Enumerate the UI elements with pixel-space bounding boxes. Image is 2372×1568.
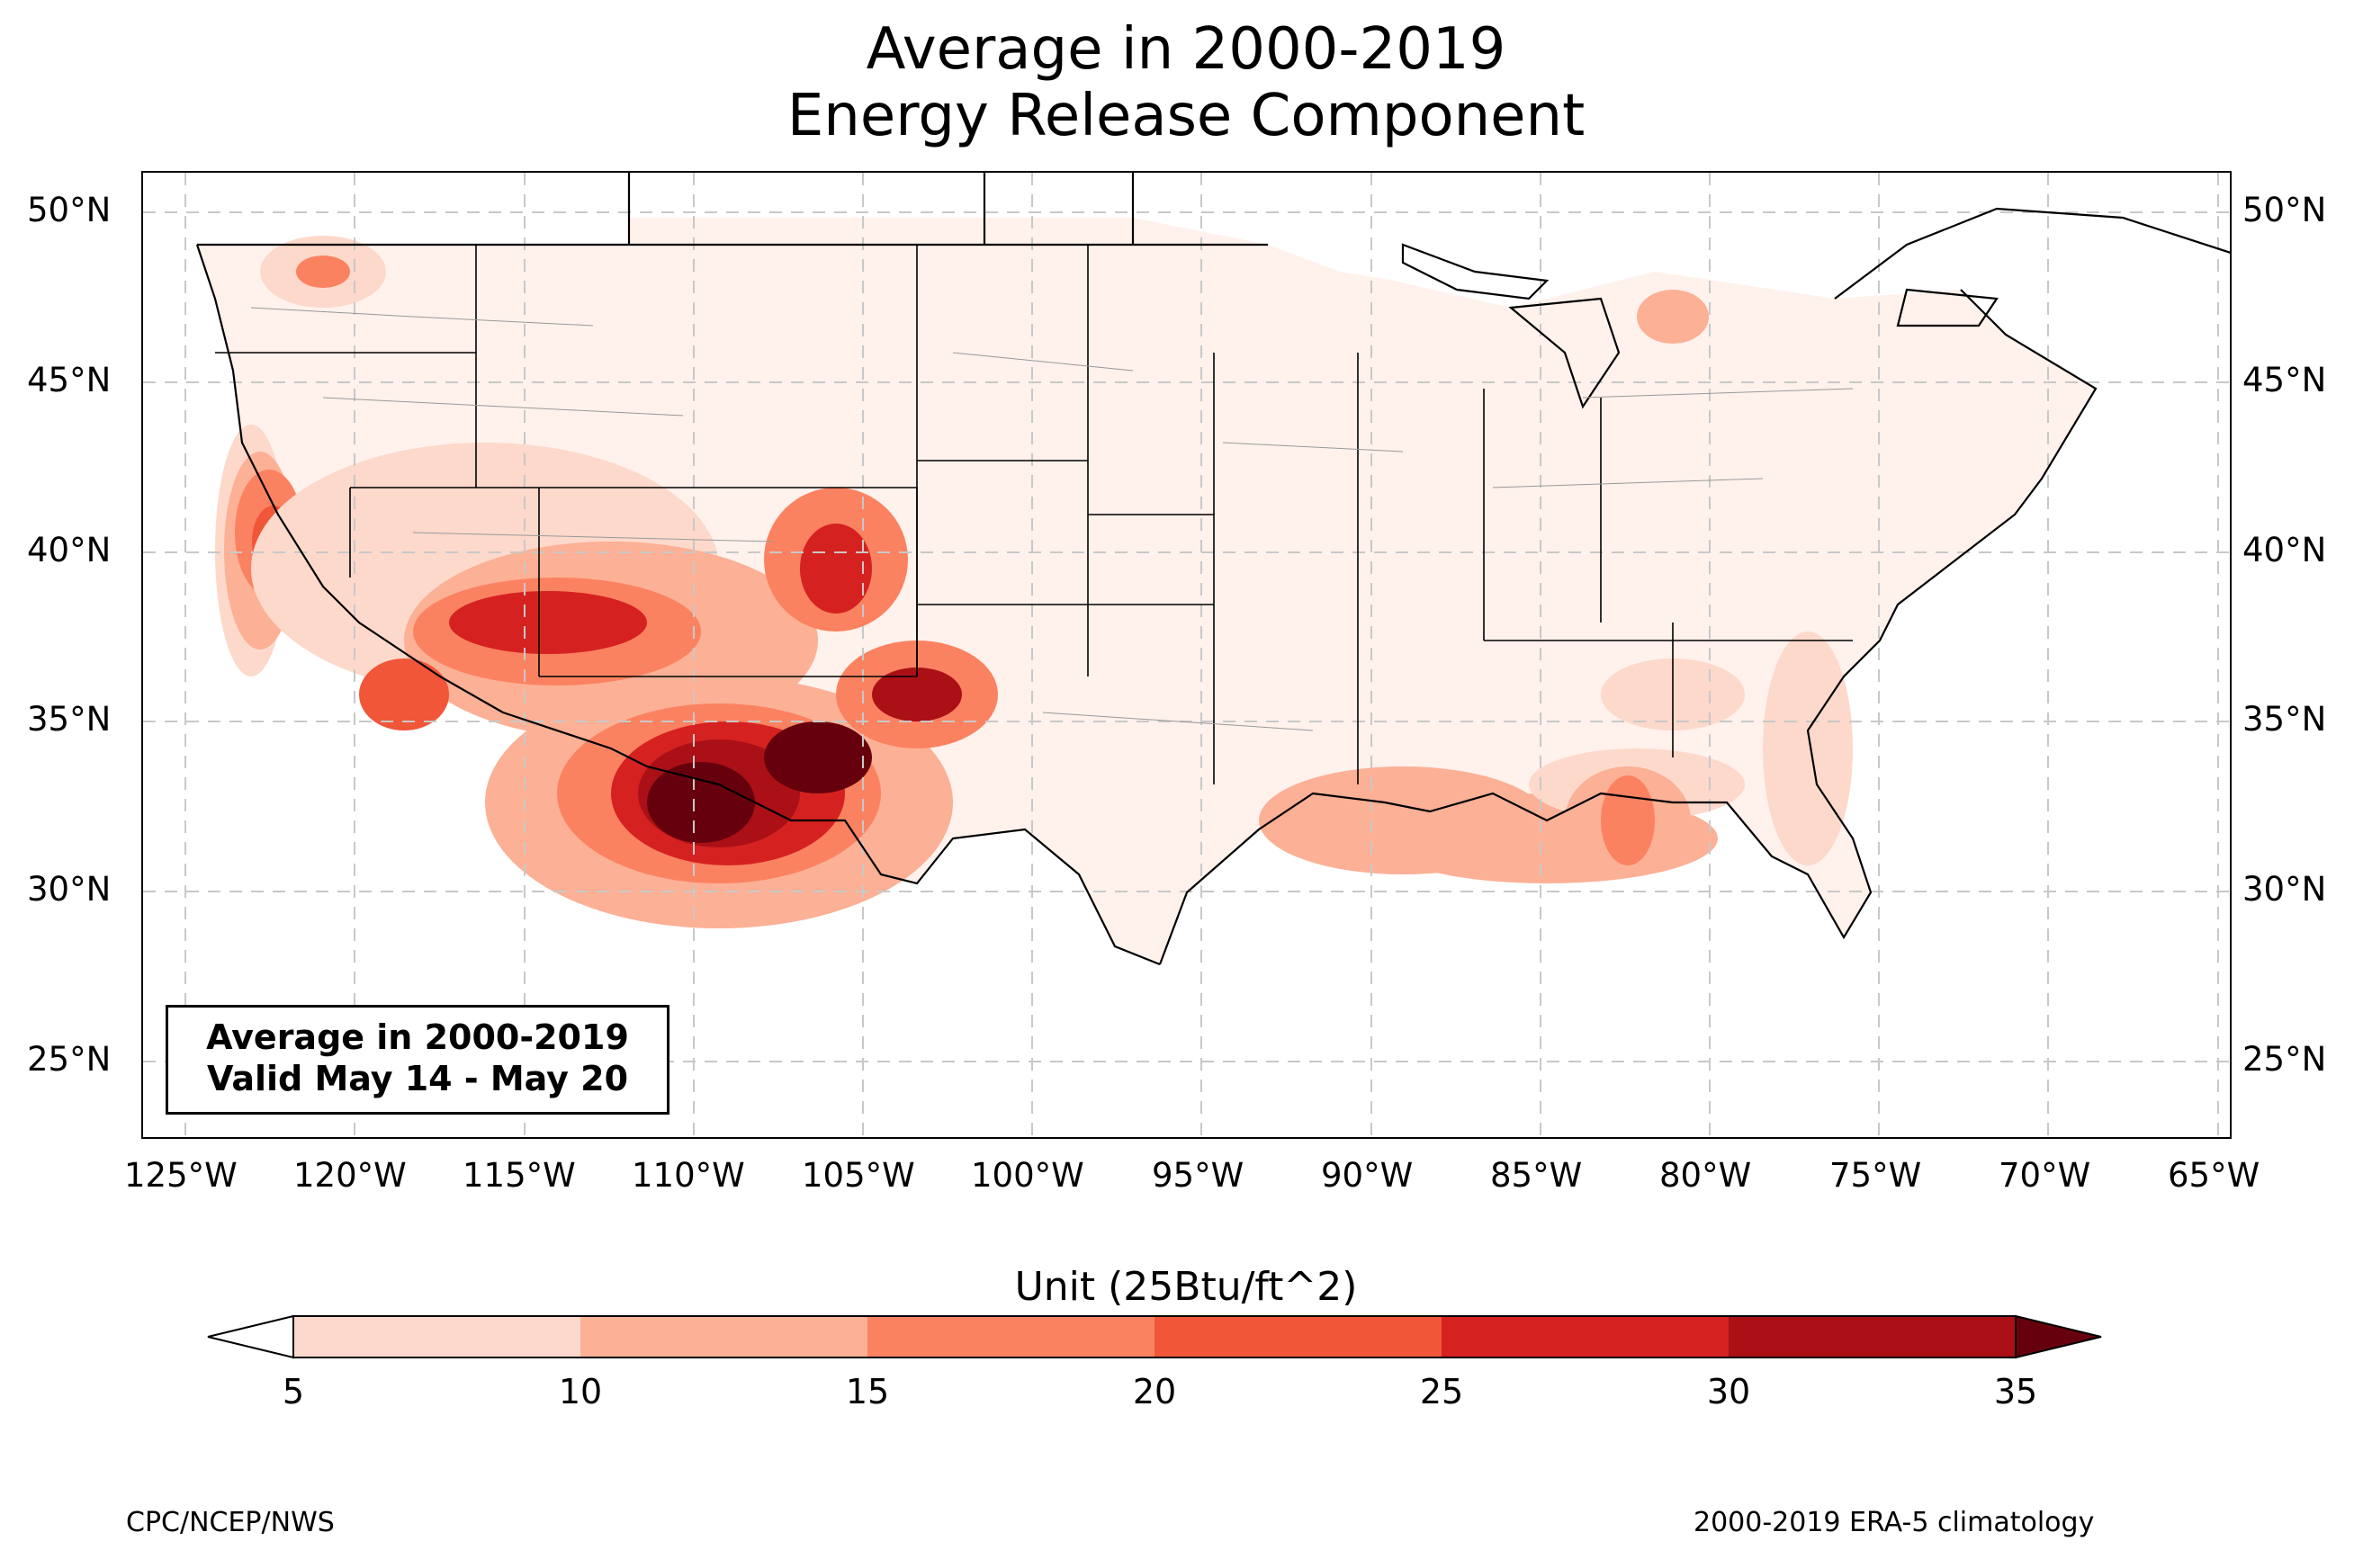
lon-tick: 75°W [1829, 1156, 1922, 1195]
state-borders [215, 245, 1853, 784]
lon-tick: 95°W [1152, 1156, 1244, 1195]
lon-tick: 65°W [2168, 1156, 2260, 1195]
lon-tick: 90°W [1321, 1156, 1414, 1195]
colorbar-segment [1442, 1316, 1730, 1357]
lat-tick-left: 50°N [27, 191, 112, 229]
lon-tick: 80°W [1659, 1156, 1752, 1195]
info-line-1: Average in 2000-2019 [206, 1017, 629, 1057]
lon-tick: 100°W [971, 1156, 1084, 1195]
lat-tick-left: 30°N [27, 870, 112, 909]
footer-source: CPC/NCEP/NWS [126, 1507, 335, 1538]
contour-fill [215, 236, 1853, 928]
colorbar-tick-label: 20 [1132, 1372, 1177, 1411]
lat-tick-right: 50°N [2242, 191, 2327, 229]
title-line-2: Energy Release Component [786, 83, 1586, 149]
lon-tick: 110°W [632, 1156, 745, 1195]
lat-tick-left: 45°N [27, 361, 112, 399]
colorbar-segment [580, 1316, 868, 1357]
title-line-1: Average in 2000-2019 [866, 16, 1506, 83]
lat-tick-right: 35°N [2242, 700, 2327, 739]
colorbar [207, 1314, 2102, 1359]
colorbar-tick-label: 35 [1993, 1372, 2038, 1411]
colorbar-segment [293, 1316, 581, 1357]
info-box: Average in 2000-2019 Valid May 14 - May … [166, 1005, 669, 1115]
info-line-2: Valid May 14 - May 20 [206, 1059, 629, 1098]
colorbar-tick-label: 10 [558, 1372, 603, 1411]
lon-tick: 115°W [463, 1156, 576, 1195]
lon-tick: 105°W [802, 1156, 915, 1195]
colorbar-segment [1155, 1316, 1442, 1357]
lon-tick: 120°W [293, 1156, 407, 1195]
coastlines [195, 173, 2230, 966]
colorbar-segment [1729, 1316, 2017, 1357]
lon-tick: 70°W [1999, 1156, 2091, 1195]
minor-lines [250, 307, 1854, 731]
colorbar-over-arrow [2015, 1314, 2102, 1359]
colorbar-tick-label: 25 [1419, 1372, 1464, 1411]
chart-title: Average in 2000-2019 Energy Release Comp… [0, 16, 2372, 149]
lat-tick-left: 25°N [27, 1040, 112, 1079]
lon-tick: 85°W [1490, 1156, 1583, 1195]
colorbar-under-arrow [207, 1314, 294, 1359]
lat-tick-left: 40°N [27, 531, 112, 569]
map-panel [141, 171, 2232, 1139]
footer-climatology: 2000-2019 ERA-5 climatology [1694, 1507, 2095, 1538]
colorbar-segments [207, 1314, 2102, 1359]
lat-tick-right: 45°N [2242, 361, 2327, 399]
colorbar-tick-label: 5 [282, 1372, 305, 1411]
colorbar-frame [292, 1315, 2017, 1358]
colorbar-segment [867, 1316, 1155, 1357]
colorbar-tick-label: 30 [1706, 1372, 1751, 1411]
colorbar-tick-label: 15 [845, 1372, 890, 1411]
map-canvas [143, 173, 2230, 1137]
lat-tick-right: 40°N [2242, 531, 2327, 569]
lat-tick-right: 25°N [2242, 1040, 2327, 1079]
lat-tick-right: 30°N [2242, 870, 2327, 909]
lon-tick: 125°W [124, 1156, 238, 1195]
lat-tick-left: 35°N [27, 700, 112, 739]
colorbar-label: Unit (25Btu/ft^2) [1014, 1264, 1358, 1310]
